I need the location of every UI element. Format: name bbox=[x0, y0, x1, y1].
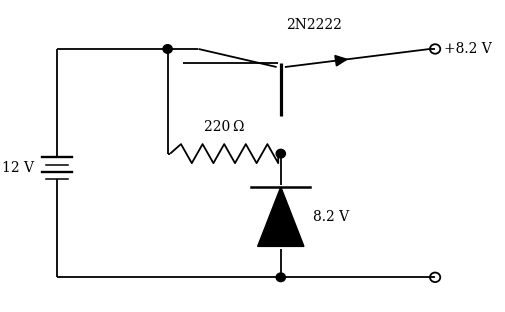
Polygon shape bbox=[258, 187, 304, 246]
Polygon shape bbox=[335, 56, 347, 66]
Circle shape bbox=[163, 45, 172, 53]
Text: +8.2 V: +8.2 V bbox=[444, 42, 492, 56]
Text: 220 Ω: 220 Ω bbox=[204, 119, 244, 134]
Text: 12 V: 12 V bbox=[3, 161, 34, 175]
Text: 8.2 V: 8.2 V bbox=[313, 210, 349, 224]
Circle shape bbox=[276, 149, 285, 158]
Circle shape bbox=[276, 273, 285, 282]
Text: 2N2222: 2N2222 bbox=[286, 18, 342, 32]
